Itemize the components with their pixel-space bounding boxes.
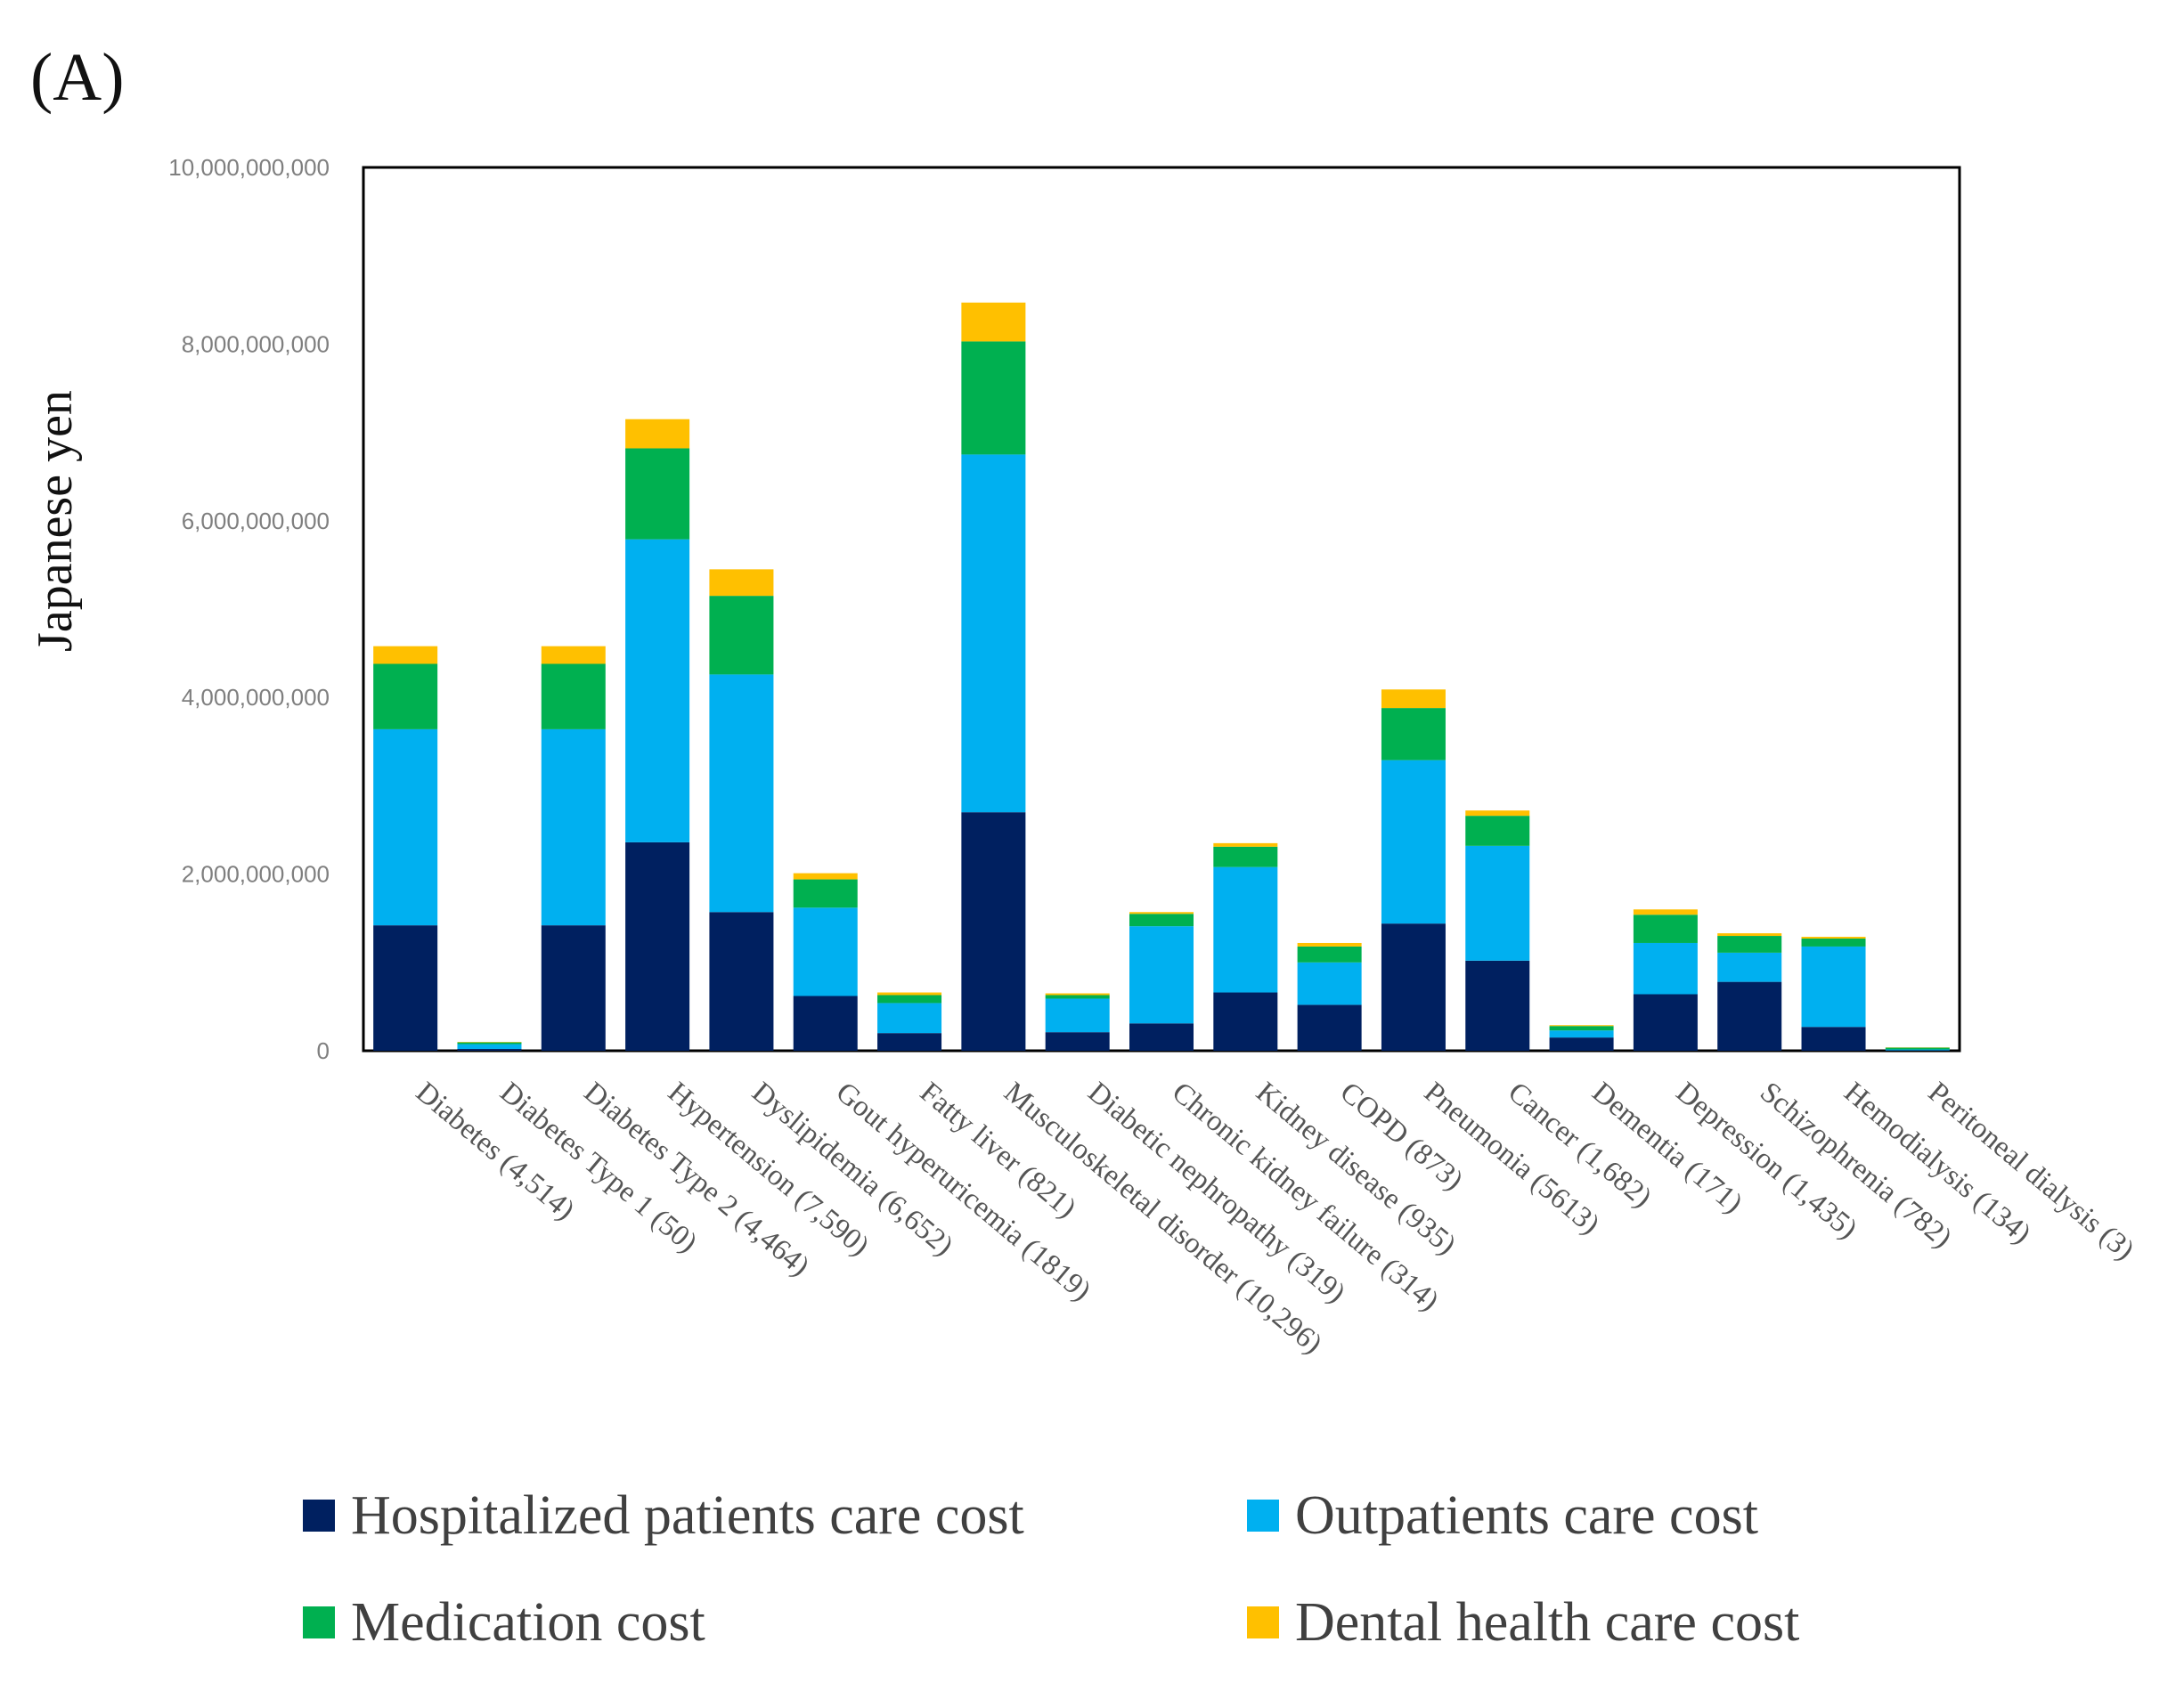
y-tick-label: 10,000,000,000 <box>168 154 330 181</box>
bar-segment-hospitalized-patients-care-cost <box>1633 994 1698 1051</box>
bar-segment-medication-cost <box>793 879 858 908</box>
bar-segment-outpatients-care-cost <box>877 1003 942 1034</box>
legend-swatch <box>303 1606 335 1638</box>
bar-segment-medication-cost <box>1801 939 1866 947</box>
legend-label: Hospitalized patients care cost <box>351 1485 1024 1546</box>
legend-swatch <box>1247 1500 1279 1532</box>
bar-segment-hospitalized-patients-care-cost <box>541 925 606 1051</box>
legend-label: Outpatients care cost <box>1295 1485 1758 1546</box>
bar-segment-dental-health-care-cost <box>961 302 1026 342</box>
bar-segment-outpatients-care-cost <box>1885 1049 1950 1051</box>
bar-segment-outpatients-care-cost <box>1717 952 1782 982</box>
y-tick-label: 8,000,000,000 <box>182 330 330 357</box>
bar-segment-hospitalized-patients-care-cost <box>1381 923 1446 1051</box>
bar-segment-dental-health-care-cost <box>877 992 942 996</box>
bar-segment-medication-cost <box>1633 915 1698 943</box>
bar-segment-hospitalized-patients-care-cost <box>793 996 858 1051</box>
x-axis-ticks: Diabetes (4,514)Diabetes Type 1 (50)Diab… <box>410 1077 2140 1361</box>
bar-segment-dental-health-care-cost <box>1549 1025 1614 1027</box>
y-tick-label: 4,000,000,000 <box>182 684 330 711</box>
y-axis-label: Japanese yen <box>28 390 83 652</box>
bar-segment-dental-health-care-cost <box>709 569 774 597</box>
panel-label: (A) <box>30 40 125 115</box>
bar-segment-hospitalized-patients-care-cost <box>1465 960 1530 1051</box>
x-tick-label: Dementia (171) <box>1585 1077 1748 1220</box>
bars-layer <box>373 302 1950 1051</box>
bar-segment-outpatients-care-cost <box>793 907 858 996</box>
legend: Hospitalized patients care cost Outpatien… <box>303 1485 1799 1653</box>
bar-segment-hospitalized-patients-care-cost <box>373 925 438 1051</box>
bar-segment-medication-cost <box>877 995 942 1004</box>
legend-label: Medication cost <box>351 1592 705 1653</box>
bar-segment-medication-cost <box>709 596 774 675</box>
bar-segment-medication-cost <box>1885 1047 1950 1050</box>
bar-segment-outpatients-care-cost <box>1633 942 1698 995</box>
bar-segment-hospitalized-patients-care-cost <box>1129 1023 1194 1051</box>
bar-segment-dental-health-care-cost <box>1045 993 1110 996</box>
y-axis-ticks: 0 2,000,000,000 4,000,000,000 6,000,000,000… <box>168 154 330 1064</box>
bar-segment-medication-cost <box>961 341 1026 455</box>
bar-segment-hospitalized-patients-care-cost <box>1717 981 1782 1051</box>
bar-segment-hospitalized-patients-care-cost <box>625 842 690 1051</box>
y-tick-label: 2,000,000,000 <box>182 861 330 888</box>
bar-segment-medication-cost <box>457 1042 522 1045</box>
legend-label: Dental health care cost <box>1295 1592 1799 1653</box>
bar-segment-outpatients-care-cost <box>1465 845 1530 961</box>
bar-segment-medication-cost <box>1717 936 1782 953</box>
legend-swatch <box>1247 1606 1279 1638</box>
bar-segment-outpatients-care-cost <box>1381 760 1446 924</box>
bar-segment-outpatients-care-cost <box>1045 998 1110 1033</box>
bar-segment-hospitalized-patients-care-cost <box>1801 1027 1866 1051</box>
bar-segment-medication-cost <box>1465 816 1530 846</box>
bar-segment-medication-cost <box>1549 1026 1614 1031</box>
bar-segment-medication-cost <box>541 663 606 729</box>
bar-segment-outpatients-care-cost <box>1129 926 1194 1024</box>
bar-segment-dental-health-care-cost <box>1465 810 1530 817</box>
bar-segment-dental-health-care-cost <box>1717 933 1782 937</box>
bar-segment-outpatients-care-cost <box>541 728 606 926</box>
bar-segment-dental-health-care-cost <box>1381 689 1446 709</box>
bar-segment-outpatients-care-cost <box>709 674 774 913</box>
y-tick-label: 0 <box>317 1037 330 1064</box>
bar-segment-dental-health-care-cost <box>1801 937 1866 939</box>
legend-swatch <box>303 1500 335 1532</box>
bar-segment-outpatients-care-cost <box>1801 946 1866 1028</box>
bar-segment-outpatients-care-cost <box>457 1044 522 1050</box>
bar-segment-hospitalized-patients-care-cost <box>1045 1032 1110 1051</box>
bar-segment-hospitalized-patients-care-cost <box>1213 992 1278 1051</box>
bar-segment-dental-health-care-cost <box>1129 912 1194 915</box>
bar-segment-hospitalized-patients-care-cost <box>877 1033 942 1051</box>
bar-segment-outpatients-care-cost <box>961 454 1026 813</box>
bar-segment-hospitalized-patients-care-cost <box>709 912 774 1051</box>
bar-segment-hospitalized-patients-care-cost <box>1549 1037 1614 1051</box>
bar-segment-hospitalized-patients-care-cost <box>961 812 1026 1051</box>
bar-segment-medication-cost <box>1381 708 1446 760</box>
bar-segment-medication-cost <box>625 448 690 540</box>
bar-segment-outpatients-care-cost <box>625 539 690 842</box>
bar-segment-outpatients-care-cost <box>1213 866 1278 993</box>
bar-segment-hospitalized-patients-care-cost <box>457 1049 522 1051</box>
bar-segment-medication-cost <box>1129 914 1194 927</box>
bar-segment-dental-health-care-cost <box>1213 842 1278 847</box>
bar-segment-medication-cost <box>373 663 438 729</box>
bar-segment-outpatients-care-cost <box>373 728 438 926</box>
bar-segment-dental-health-care-cost <box>1297 942 1362 947</box>
bar-segment-dental-health-care-cost <box>793 873 858 880</box>
x-tick-label: Cancer (1,682) <box>1502 1077 1658 1215</box>
bar-segment-dental-health-care-cost <box>373 646 438 664</box>
bar-segment-medication-cost <box>1213 846 1278 867</box>
bar-segment-medication-cost <box>1045 995 1110 999</box>
bar-segment-hospitalized-patients-care-cost <box>1297 1004 1362 1051</box>
bar-segment-outpatients-care-cost <box>1297 962 1362 1005</box>
bar-segment-dental-health-care-cost <box>1633 909 1698 915</box>
bar-segment-medication-cost <box>1297 946 1362 963</box>
bar-segment-dental-health-care-cost <box>625 419 690 449</box>
bar-segment-dental-health-care-cost <box>541 646 606 664</box>
y-tick-label: 6,000,000,000 <box>182 508 330 534</box>
bar-segment-outpatients-care-cost <box>1549 1030 1614 1038</box>
